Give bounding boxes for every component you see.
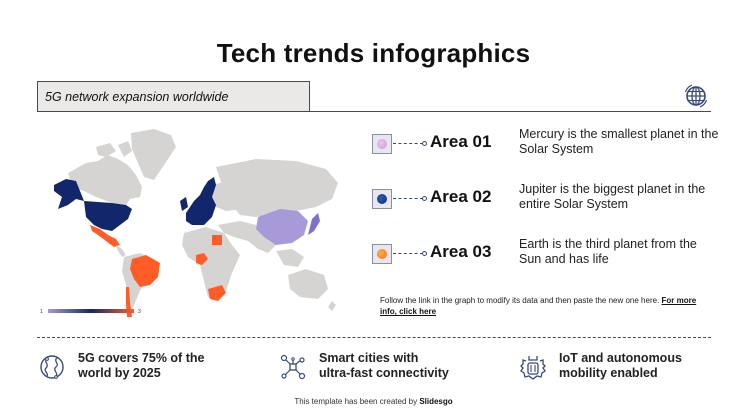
section-subtitle: 5G network expansion worldwide xyxy=(37,81,310,112)
region-japan xyxy=(308,213,320,235)
dashed-connector xyxy=(393,253,423,254)
feature-text-line1: IoT and autonomous xyxy=(559,351,682,365)
globe-icon xyxy=(684,84,708,108)
region-canada xyxy=(68,155,142,205)
region-greenland xyxy=(131,129,176,180)
feature-smart-cities: Smart cities with ultra-fast connectivit… xyxy=(278,350,498,386)
section-divider xyxy=(37,337,711,338)
svg-text:1: 1 xyxy=(40,309,43,315)
area-label: Area 03 xyxy=(430,242,492,261)
area-label: Area 02 xyxy=(430,187,492,206)
region-usa xyxy=(84,201,132,231)
credit-text: This template has been created by xyxy=(294,397,420,406)
region-south-africa xyxy=(208,285,226,301)
credit-line: This template has been created by Slides… xyxy=(0,397,747,406)
region-mexico xyxy=(90,225,120,247)
feature-text-line1: 5G covers 75% of the xyxy=(78,351,205,365)
credit-brand-link[interactable]: Slidesgo xyxy=(419,397,453,406)
world-map-chart[interactable]: 1 3 xyxy=(36,125,346,320)
info-note: Follow the link in the graph to modify i… xyxy=(380,295,700,317)
feature-text-line2: world by 2025 xyxy=(78,366,161,380)
feature-text-line2: ultra-fast connectivity xyxy=(319,366,449,380)
page-title: Tech trends infographics xyxy=(216,38,531,68)
header-divider xyxy=(310,111,711,112)
region-brazil xyxy=(130,255,160,287)
region-china xyxy=(256,209,308,245)
network-nodes-icon xyxy=(280,354,306,380)
region-egypt xyxy=(212,235,222,245)
legend-item-area-01: Area 01 Mercury is the smallest planet i… xyxy=(372,127,718,162)
feature-text-line2: mobility enabled xyxy=(559,366,658,380)
svg-text:3: 3 xyxy=(138,309,141,315)
gear-chip-icon xyxy=(520,356,546,380)
feature-5g-coverage: 5G covers 75% of the world by 2025 xyxy=(37,350,257,386)
legend-item-area-02: Area 02 Jupiter is the biggest planet in… xyxy=(372,182,717,217)
region-uk xyxy=(180,197,188,211)
region-europe xyxy=(186,177,216,225)
area-03-swatch xyxy=(372,244,392,264)
more-info-link[interactable]: For more info, click here xyxy=(380,296,697,316)
region-nigeria xyxy=(196,253,208,265)
feature-iot-mobility: IoT and autonomous mobility enabled xyxy=(518,350,718,386)
region-alaska xyxy=(54,179,84,209)
area-label: Area 01 xyxy=(430,132,492,151)
area-description: Mercury is the smallest planet in the So… xyxy=(519,127,719,156)
color-scale-legend: 1 3 xyxy=(40,309,141,315)
area-01-swatch xyxy=(372,134,392,154)
area-description: Jupiter is the biggest planet in the ent… xyxy=(519,182,706,211)
globe-network-icon xyxy=(40,355,64,379)
dashed-connector xyxy=(393,198,423,199)
dashed-connector xyxy=(393,143,423,144)
legend-item-area-03: Area 03 Earth is the third planet from t… xyxy=(372,237,717,272)
area-02-swatch xyxy=(372,189,392,209)
area-description: Earth is the third planet from the Sun a… xyxy=(519,237,697,266)
feature-text-line1: Smart cities with xyxy=(319,351,419,365)
note-text: Follow the link in the graph to modify i… xyxy=(380,296,662,305)
